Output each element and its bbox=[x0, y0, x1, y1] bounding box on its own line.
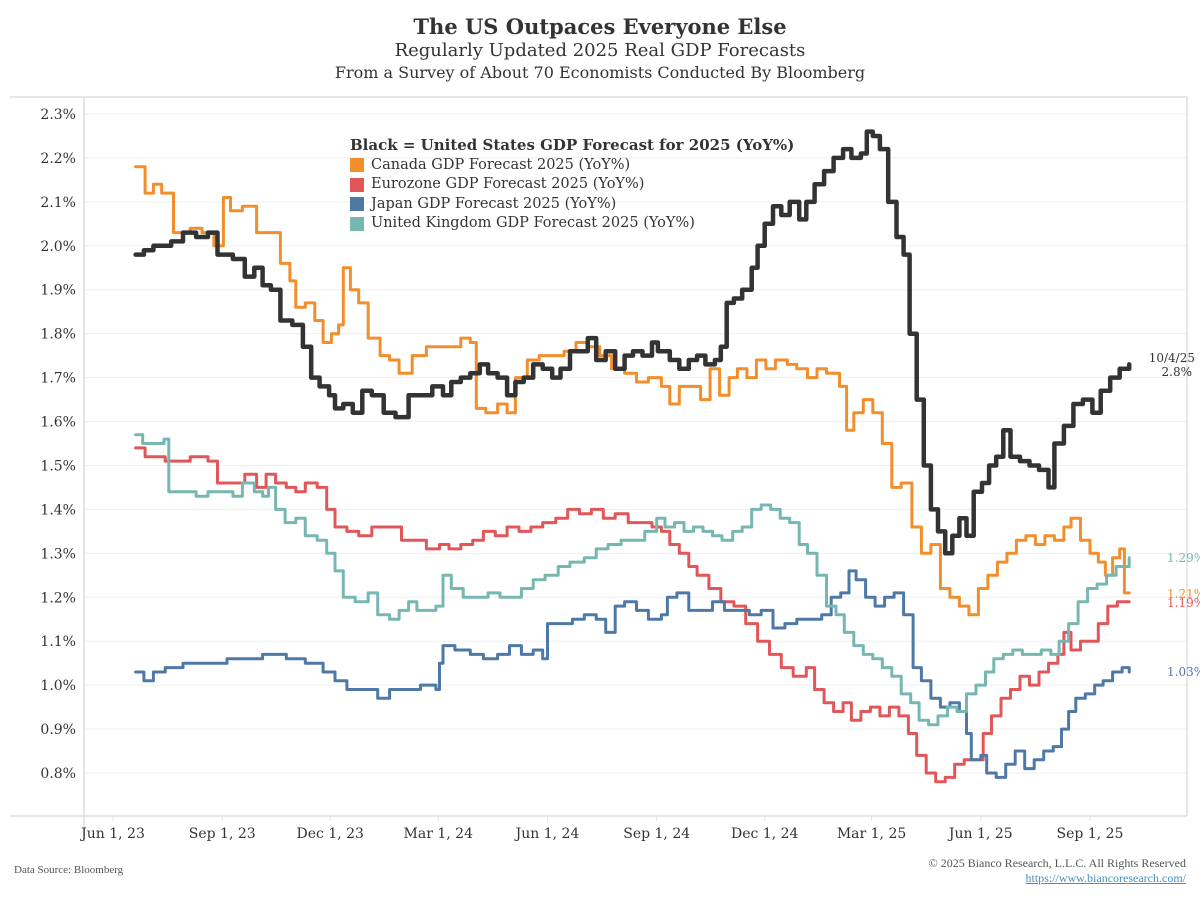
x-tick-label: Mar 1, 25 bbox=[837, 826, 906, 842]
x-tick-label: Sep 1, 24 bbox=[623, 826, 690, 842]
legend-label: Japan GDP Forecast 2025 (YoY%) bbox=[371, 195, 617, 212]
y-tick-label: 1.2% bbox=[40, 590, 76, 606]
x-tick-label: Dec 1, 23 bbox=[297, 826, 364, 842]
end-label-value-united-states: 2.8% bbox=[1162, 365, 1193, 379]
chart-subtitle: Regularly Updated 2025 Real GDP Forecast… bbox=[394, 40, 806, 61]
x-tick-label: Jun 1, 24 bbox=[514, 826, 580, 842]
series-line-united-states bbox=[133, 129, 1132, 556]
y-tick-label: 0.8% bbox=[40, 766, 76, 782]
series-line-eurozone bbox=[134, 446, 1131, 784]
y-tick-label: 0.9% bbox=[40, 722, 76, 738]
legend-swatch-eurozone bbox=[350, 177, 364, 192]
y-tick-label: 2.3% bbox=[40, 107, 76, 123]
y-tick-label: 2.1% bbox=[40, 195, 76, 211]
y-tick-label: 1.0% bbox=[40, 678, 76, 694]
y-tick-label: 1.1% bbox=[40, 634, 76, 650]
y-tick-label: 1.4% bbox=[40, 502, 76, 518]
end-label-united-kingdom: 1.29% bbox=[1167, 551, 1200, 565]
y-tick-label: 1.6% bbox=[40, 415, 76, 431]
y-tick-label: 1.8% bbox=[40, 327, 76, 343]
end-label-japan: 1.03% bbox=[1167, 665, 1200, 679]
legend-label: Canada GDP Forecast 2025 (YoY%) bbox=[371, 156, 631, 173]
legend-swatch-uk bbox=[350, 216, 364, 231]
series-line-japan bbox=[134, 569, 1131, 779]
chart-subsubtitle: From a Survey of About 70 Economists Con… bbox=[334, 63, 866, 82]
legend-item-canada: Canada GDP Forecast 2025 (YoY%) bbox=[350, 156, 794, 176]
y-tick-label: 1.3% bbox=[40, 546, 76, 562]
legend: Black = United States GDP Forecast for 2… bbox=[350, 136, 794, 234]
y-tick-label: 2.2% bbox=[40, 151, 76, 167]
legend-item-eurozone: Eurozone GDP Forecast 2025 (YoY%) bbox=[350, 175, 794, 195]
legend-header: Black = United States GDP Forecast for 2… bbox=[350, 136, 795, 154]
series-line-canada bbox=[134, 165, 1131, 617]
end-label-united-states: 10/4/25 bbox=[1149, 351, 1195, 365]
legend-label: United Kingdom GDP Forecast 2025 (YoY%) bbox=[371, 215, 695, 231]
legend-item-uk: United Kingdom GDP Forecast 2025 (YoY%) bbox=[350, 214, 794, 234]
series-line-united-kingdom bbox=[134, 433, 1131, 727]
x-tick-label: Sep 1, 25 bbox=[1057, 826, 1124, 842]
chart-title: The US Outpaces Everyone Else bbox=[413, 14, 787, 39]
legend-swatch-canada bbox=[350, 158, 364, 173]
x-tick-label: Mar 1, 24 bbox=[404, 826, 474, 842]
legend-item-japan: Japan GDP Forecast 2025 (YoY%) bbox=[350, 195, 794, 215]
y-tick-label: 1.7% bbox=[40, 371, 76, 387]
x-tick-label: Sep 1, 23 bbox=[189, 826, 256, 842]
x-tick-label: Dec 1, 24 bbox=[731, 826, 799, 842]
axes: 2.3% 2.2% 2.1% 2.0% 1.9% 1.8% 1.7% 1.6% 1.5% 1.4%… bbox=[10, 96, 1188, 842]
series-lines bbox=[133, 129, 1132, 784]
y-tick-label: 2.0% bbox=[40, 239, 76, 255]
y-tick-label: 1.9% bbox=[40, 283, 76, 299]
data-source: Data Source: Bloomberg bbox=[14, 864, 124, 876]
x-tick-label: Jun 1, 25 bbox=[947, 826, 1013, 842]
y-tick-label: 1.5% bbox=[40, 458, 76, 474]
end-label-eurozone: 1.19% bbox=[1167, 596, 1200, 610]
copyright: © 2025 Bianco Research, L.L.C. All Right… bbox=[928, 856, 1186, 870]
x-tick-label: Jun 1, 23 bbox=[79, 826, 145, 842]
legend-label: Eurozone GDP Forecast 2025 (YoY%) bbox=[371, 176, 645, 192]
end-label-canada: 1.21% bbox=[1167, 587, 1200, 601]
legend-swatch-japan bbox=[350, 197, 364, 212]
end-labels: 10/4/252.8% 1.29% 1.21%1.19% 1.03% bbox=[1149, 351, 1200, 679]
footer-credits: © 2025 Bianco Research, L.L.C. All Right… bbox=[929, 856, 1186, 886]
chart-titles: The US Outpaces Everyone Else Regularly … bbox=[0, 14, 1200, 84]
website-link[interactable]: https://www.biancoresearch.com/ bbox=[1025, 871, 1186, 885]
